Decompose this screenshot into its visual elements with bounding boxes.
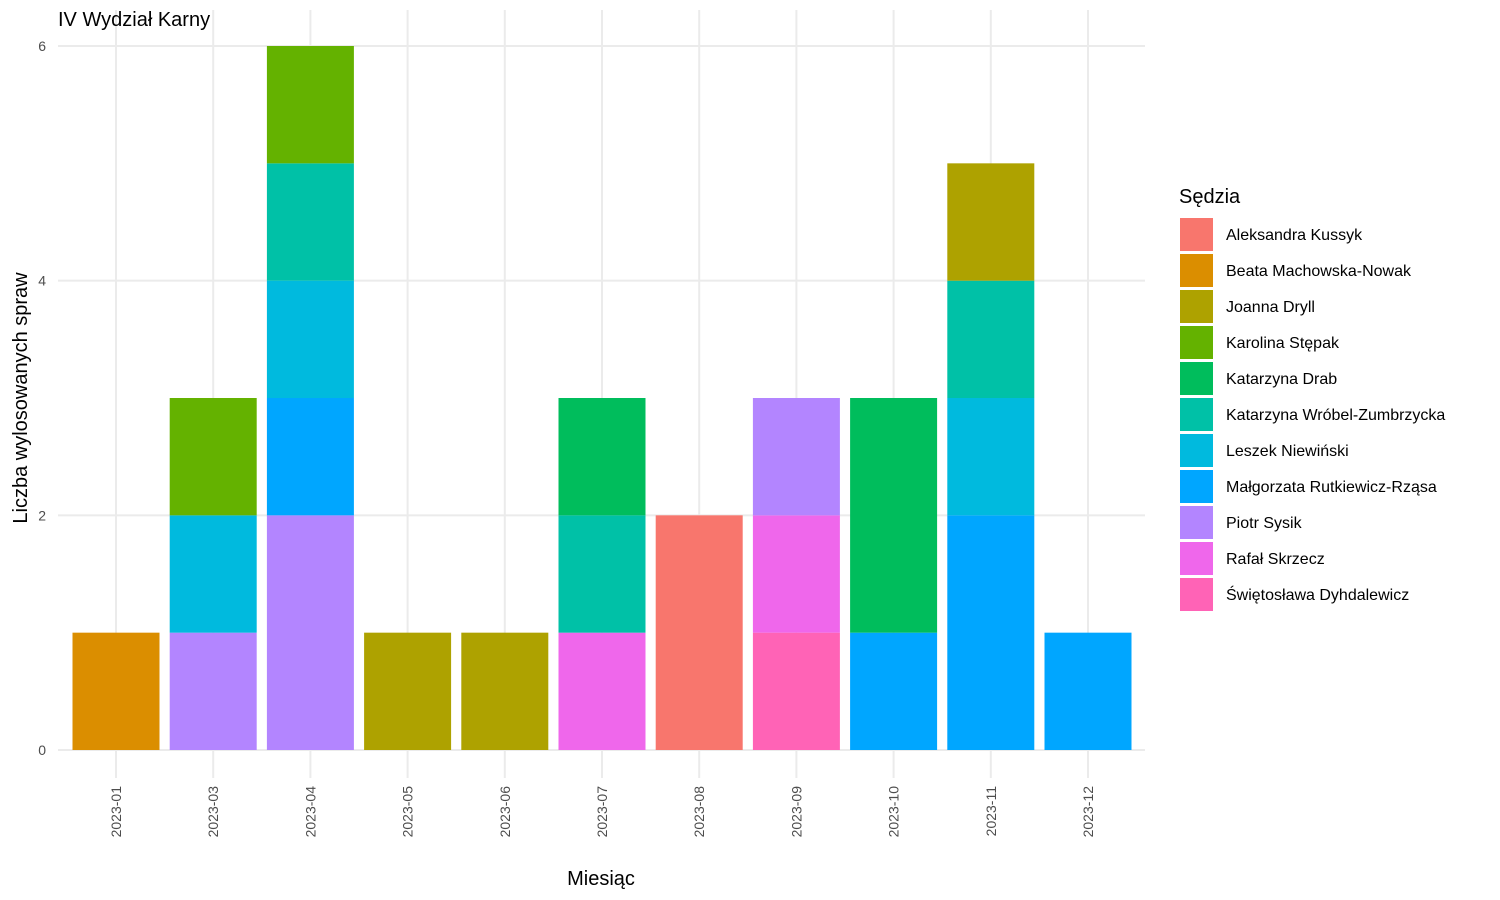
x-tick-label: 2023-04 [302,786,318,838]
y-tick-label: 0 [38,742,46,758]
legend-label: Rafał Skrzecz [1226,551,1325,568]
bar-segment [461,632,549,750]
legend-label: Katarzyna Drab [1226,371,1337,388]
legend-label: Joanna Dryll [1226,299,1315,316]
x-axis-ticks: 2023-01 2023-03 2023-04 2023-05 2023-06 2023-… [108,786,1096,838]
legend-key [1180,290,1213,323]
bar-segment [266,46,354,164]
legend: Sędzia Aleksandra Kussyk Beata Machowska-… [1179,186,1445,611]
legend-key [1180,434,1213,467]
bar-segment [1044,632,1132,750]
legend-label: Karolina Stępak [1226,335,1340,352]
legend-key [1180,326,1213,359]
bar-segment [947,398,1035,516]
legend-key [1180,578,1213,611]
bar-segment [752,515,840,633]
bar-segment [947,163,1035,281]
y-tick-label: 4 [38,273,46,289]
legend-label: Świętosława Dyhdalewicz [1226,585,1409,604]
bar-segment [169,398,257,516]
x-tick-label: 2023-09 [788,786,804,838]
chart-title: IV Wydział Karny [58,9,210,31]
y-tick-label: 2 [38,507,46,523]
bar-segment [266,515,354,750]
bar-segment [752,398,840,516]
x-tick-label: 2023-05 [400,786,416,838]
bar-segment [364,632,452,750]
bar-segment [169,632,257,750]
legend-label: Małgorzata Rutkiewicz-Rząsa [1226,479,1437,496]
legend-label: Piotr Sysik [1226,515,1303,532]
legend-key [1180,470,1213,503]
bar-segment [266,280,354,398]
x-tick-label: 2023-08 [691,786,707,838]
bar-segment [752,632,840,750]
legend-label: Beata Machowska-Nowak [1226,263,1412,280]
bar-segment [169,515,257,633]
bar-segment [266,163,354,281]
legend-label: Katarzyna Wróbel-Zumbrzycka [1226,407,1445,424]
legend-label: Leszek Niewiński [1226,443,1349,460]
bar-segment [72,632,160,750]
x-tick-label: 2023-03 [205,786,221,838]
bar-segment [558,632,646,750]
x-tick-label: 2023-06 [497,786,513,838]
y-axis-title: Liczba wylosowanych spraw [10,272,32,524]
legend-key [1180,506,1213,539]
bar-segment [850,398,938,633]
legend-key [1180,362,1213,395]
legend-key [1180,254,1213,287]
legend-key [1180,542,1213,575]
bar-segment [655,515,743,750]
y-tick-label: 6 [38,38,46,54]
legend-key [1180,398,1213,431]
legend-title: Sędzia [1179,186,1241,208]
bar-segment [850,632,938,750]
bar-segment [266,398,354,516]
bar-segment [558,398,646,516]
x-axis-title: Miesiąc [567,868,635,890]
x-tick-label: 2023-11 [983,786,999,837]
x-tick-label: 2023-07 [594,786,610,838]
bar-segment [947,515,1035,750]
bar-segment [947,280,1035,398]
x-tick-label: 2023-10 [886,786,902,838]
legend-label: Aleksandra Kussyk [1226,227,1363,244]
bars [72,46,1132,750]
x-tick-label: 2023-01 [108,786,124,838]
legend-key [1180,218,1213,251]
x-tick-label: 2023-12 [1080,786,1096,838]
y-axis-ticks: 0 2 4 6 [38,38,46,758]
bar-segment [558,515,646,633]
